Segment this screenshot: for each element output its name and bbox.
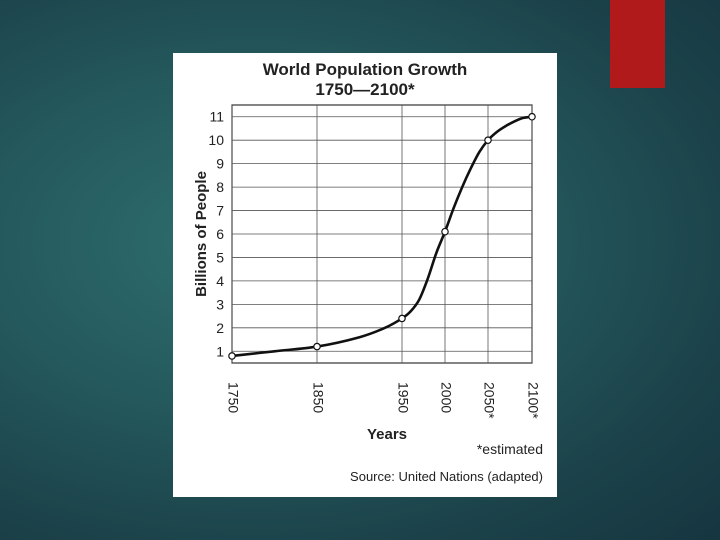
y-axis-label: Billions of People [193,171,210,297]
y-tick-label: 1 [216,343,224,359]
x-tick-label: 1950 [395,382,411,413]
x-tick-label: 2050* [481,382,497,419]
population-line [231,115,533,358]
y-tick-label: 10 [208,132,224,148]
y-tick-label: 11 [209,109,224,125]
x-tick-label: 2100* [525,382,541,419]
red-accent-bar [610,0,665,88]
data-point-marker [484,136,492,144]
chart-subtitle: 1750—2100* [315,80,415,99]
y-tick-label: 7 [216,203,224,219]
data-point-marker [528,112,536,121]
source-note: Source: United Nations (adapted) [350,469,543,484]
y-tick-label: 8 [216,179,224,195]
data-point-marker [313,342,321,351]
chart-title: World Population Growth [262,60,468,79]
x-tick-label: 1850 [310,382,326,413]
estimated-footnote: *estimated [476,441,543,457]
y-tick-label: 3 [216,296,224,312]
population-chart-figure: World Population Growth 1750—2100* 1 2 3 4 5… [173,53,557,497]
x-axis-label: Years [367,426,407,443]
x-tick-label: 1750 [225,382,241,413]
x-tick-label: 2000 [438,382,454,413]
y-tick-label: 2 [216,320,224,336]
y-tick-label: 5 [216,249,224,265]
chart-plot: 1 2 3 4 5 6 7 8 9 10 11 1750 1850 1950 2000 2050* 2100* B… [193,104,541,443]
y-tick-label: 9 [216,156,224,172]
data-point-marker [398,314,406,323]
y-tick-label: 4 [216,273,224,289]
data-point-marker [228,352,236,360]
y-tick-label: 6 [216,226,224,242]
data-point-marker [441,227,449,236]
